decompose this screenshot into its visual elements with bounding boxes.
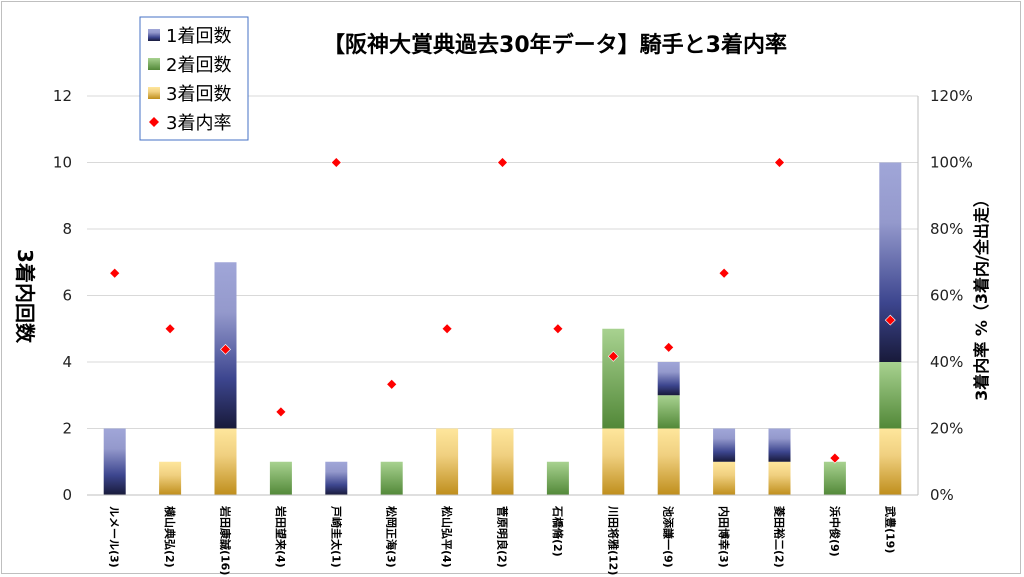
y2-tick-label: 120% <box>930 87 973 105</box>
x-tick-label: ルメール(3) <box>108 506 121 568</box>
legend-label: 3着回数 <box>166 84 231 105</box>
bar-first <box>879 162 902 362</box>
bar-second <box>657 395 680 429</box>
y2-tick-label: 0% <box>930 486 954 504</box>
chart-title: 【阪神大賞典過去30年データ】騎手と3着内率 <box>323 32 787 58</box>
bar-second <box>823 461 846 495</box>
y2-tick-label: 80% <box>930 220 963 238</box>
rate-point <box>164 323 176 335</box>
x-tick-label: 武豊(19) <box>883 506 897 553</box>
bar-third <box>491 428 514 495</box>
bar-third <box>713 461 736 495</box>
rate-point <box>829 452 841 464</box>
rate-point <box>386 378 398 390</box>
bar-first <box>768 428 791 462</box>
bar-second <box>602 328 625 429</box>
y2-tick-label: 20% <box>930 420 963 438</box>
y2-axis-label: 3着内率 %（3着内/全出走） <box>972 191 991 401</box>
legend-label: 2着回数 <box>166 55 231 76</box>
rate-point <box>330 157 342 168</box>
bar-first <box>657 362 680 396</box>
x-tick-label: 戸崎圭太(1) <box>329 506 343 568</box>
legend-marker <box>149 117 159 127</box>
x-tick-label: 横山典弘(2) <box>163 506 177 568</box>
rate-point <box>497 157 508 168</box>
rate-point <box>552 323 564 335</box>
x-tick-label: 菅原明良(2) <box>496 506 510 568</box>
legend-label: 3着内率 <box>166 113 231 134</box>
y-tick-label: 12 <box>53 87 72 105</box>
y-tick-label: 6 <box>62 287 72 305</box>
x-tick-label: 岩田康誠(16) <box>219 505 233 575</box>
legend-swatch <box>148 58 160 70</box>
bar-second <box>380 461 403 495</box>
x-tick-label: 川田将雅(12) <box>606 505 620 575</box>
y-tick-label: 0 <box>62 486 72 504</box>
rate-point <box>220 343 231 355</box>
y-tick-label: 2 <box>62 420 72 438</box>
legend-swatch <box>148 29 160 41</box>
bar-third <box>159 461 182 495</box>
bar-third <box>436 428 459 495</box>
rate-point <box>607 350 619 362</box>
bar-third <box>657 428 680 495</box>
rate-point <box>441 323 453 335</box>
bar-third <box>214 428 237 495</box>
bar-third <box>602 428 625 495</box>
x-tick-label: 内田博幸(3) <box>717 506 731 568</box>
bar-first <box>103 428 126 495</box>
legend-label: 1着回数 <box>166 26 231 47</box>
y-tick-label: 8 <box>62 220 72 238</box>
y-tick-label: 4 <box>62 353 72 371</box>
x-tick-label: 菱田裕二(2) <box>773 506 787 568</box>
rate-point <box>718 267 730 279</box>
y-axis-label: 3着内回数 <box>13 249 37 344</box>
x-tick-label: 松岡正海(3) <box>385 506 399 568</box>
x-tick-label: 松山弘平(4) <box>440 506 454 568</box>
rate-point <box>275 406 287 418</box>
y2-tick-label: 40% <box>930 353 963 371</box>
bar-first <box>325 461 348 495</box>
legend-swatch <box>148 87 160 99</box>
bar-second <box>269 461 292 495</box>
x-tick-label: 池添謙一(9) <box>662 506 676 568</box>
rate-point <box>884 314 896 326</box>
y-tick-label: 10 <box>53 154 72 172</box>
bar-third <box>879 428 902 495</box>
rate-point <box>774 157 785 168</box>
bar-first <box>713 428 736 462</box>
bar-second <box>879 362 902 429</box>
x-tick-label: 石橋脩(2) <box>551 505 565 557</box>
y2-tick-label: 100% <box>930 154 973 172</box>
bar-third <box>768 461 791 495</box>
legend: 1着回数 2着回数 3着回数 3着内率 <box>139 16 249 141</box>
x-tick-label: 浜中俊(9) <box>828 506 842 557</box>
y2-tick-label: 60% <box>930 287 963 305</box>
rate-point <box>663 341 675 353</box>
x-tick-label: 岩田望来(4) <box>274 505 288 568</box>
rate-point <box>109 267 121 279</box>
bar-second <box>546 461 569 495</box>
